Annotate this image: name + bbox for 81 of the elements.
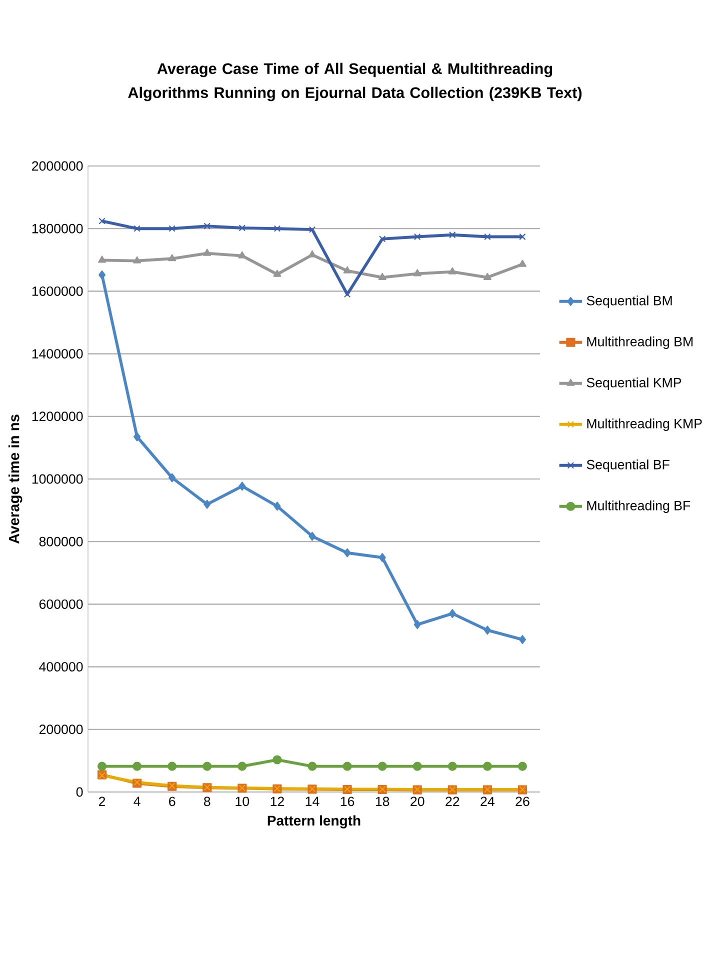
point xyxy=(342,762,352,771)
chart-title: Average Case Time of All Sequential & Multithreading Algorithms Running on Ejournal Data Collection (239KB Text) xyxy=(128,62,582,102)
legend-label: Multithreading KMP xyxy=(587,418,702,431)
x-tick-label: 10 xyxy=(236,796,249,806)
y-tick-label: 1000000 xyxy=(32,474,83,484)
point xyxy=(204,500,211,509)
x-tick-label: 16 xyxy=(340,796,354,806)
legend-label: Multithreading BF xyxy=(587,500,690,513)
y-tick-label: 2000000 xyxy=(32,161,83,171)
x-tick-label: 8 xyxy=(204,796,210,806)
legend-label: Multithreading BM xyxy=(587,336,692,349)
point xyxy=(97,762,106,771)
y-tick-label: 1400000 xyxy=(32,349,83,359)
point xyxy=(518,635,526,644)
point xyxy=(308,226,316,233)
point xyxy=(413,269,422,276)
point xyxy=(308,250,316,258)
point xyxy=(448,231,456,238)
point xyxy=(344,548,351,558)
point xyxy=(308,532,316,541)
point xyxy=(308,762,317,771)
point xyxy=(448,267,456,274)
point xyxy=(484,233,491,240)
point xyxy=(168,254,176,262)
point xyxy=(167,762,177,771)
point xyxy=(482,762,492,771)
point xyxy=(378,553,386,562)
y-tick-label: 200000 xyxy=(39,724,83,734)
point xyxy=(98,218,106,224)
y-tick-label: 1800000 xyxy=(32,224,83,234)
x-tick-label: 4 xyxy=(134,796,140,806)
y-tick-label: 600000 xyxy=(39,599,83,609)
point xyxy=(133,432,140,442)
point xyxy=(274,225,280,232)
x-tick-label: 14 xyxy=(306,796,320,806)
y-tick-label: 0 xyxy=(76,787,83,797)
legend-label: Sequential BF xyxy=(586,460,670,472)
point xyxy=(238,482,246,491)
point xyxy=(202,762,212,771)
x-tick-label: 6 xyxy=(168,796,176,806)
legend-label: Sequential BM xyxy=(586,296,672,308)
point xyxy=(98,256,106,263)
point xyxy=(168,473,176,482)
point xyxy=(414,233,421,240)
x-tick-label: 24 xyxy=(480,796,494,806)
point xyxy=(168,225,176,232)
x-tick-label: 2 xyxy=(98,796,105,806)
x-axis-title: Pattern length xyxy=(268,815,360,828)
point xyxy=(378,272,386,280)
point xyxy=(414,620,421,630)
point xyxy=(343,266,352,274)
point xyxy=(412,762,422,771)
point xyxy=(484,626,491,635)
point xyxy=(273,270,282,277)
y-tick-label: 800000 xyxy=(39,536,83,546)
point xyxy=(238,762,247,771)
point xyxy=(448,762,457,771)
y-tick-label: 1200000 xyxy=(32,412,83,422)
y-axis-title: Average time in ns xyxy=(8,414,22,544)
point xyxy=(483,272,492,280)
point xyxy=(204,222,210,230)
y-tick-label: 1600000 xyxy=(32,286,83,296)
point xyxy=(518,762,527,771)
point xyxy=(132,762,142,771)
point xyxy=(448,609,456,618)
point xyxy=(519,233,526,240)
legend-label: Sequential KMP xyxy=(586,378,681,390)
x-tick-label: 20 xyxy=(410,796,424,806)
x-tick-label: 26 xyxy=(516,796,530,806)
x-tick-label: 22 xyxy=(446,796,460,806)
point xyxy=(274,502,281,511)
point xyxy=(134,225,140,232)
x-tick-label: 12 xyxy=(270,796,284,806)
x-tick-label: 18 xyxy=(376,796,390,806)
point xyxy=(238,224,246,232)
point xyxy=(132,256,141,264)
point xyxy=(378,762,387,771)
point xyxy=(272,755,282,764)
point xyxy=(203,248,212,256)
y-tick-label: 400000 xyxy=(39,662,83,672)
point xyxy=(98,270,106,280)
